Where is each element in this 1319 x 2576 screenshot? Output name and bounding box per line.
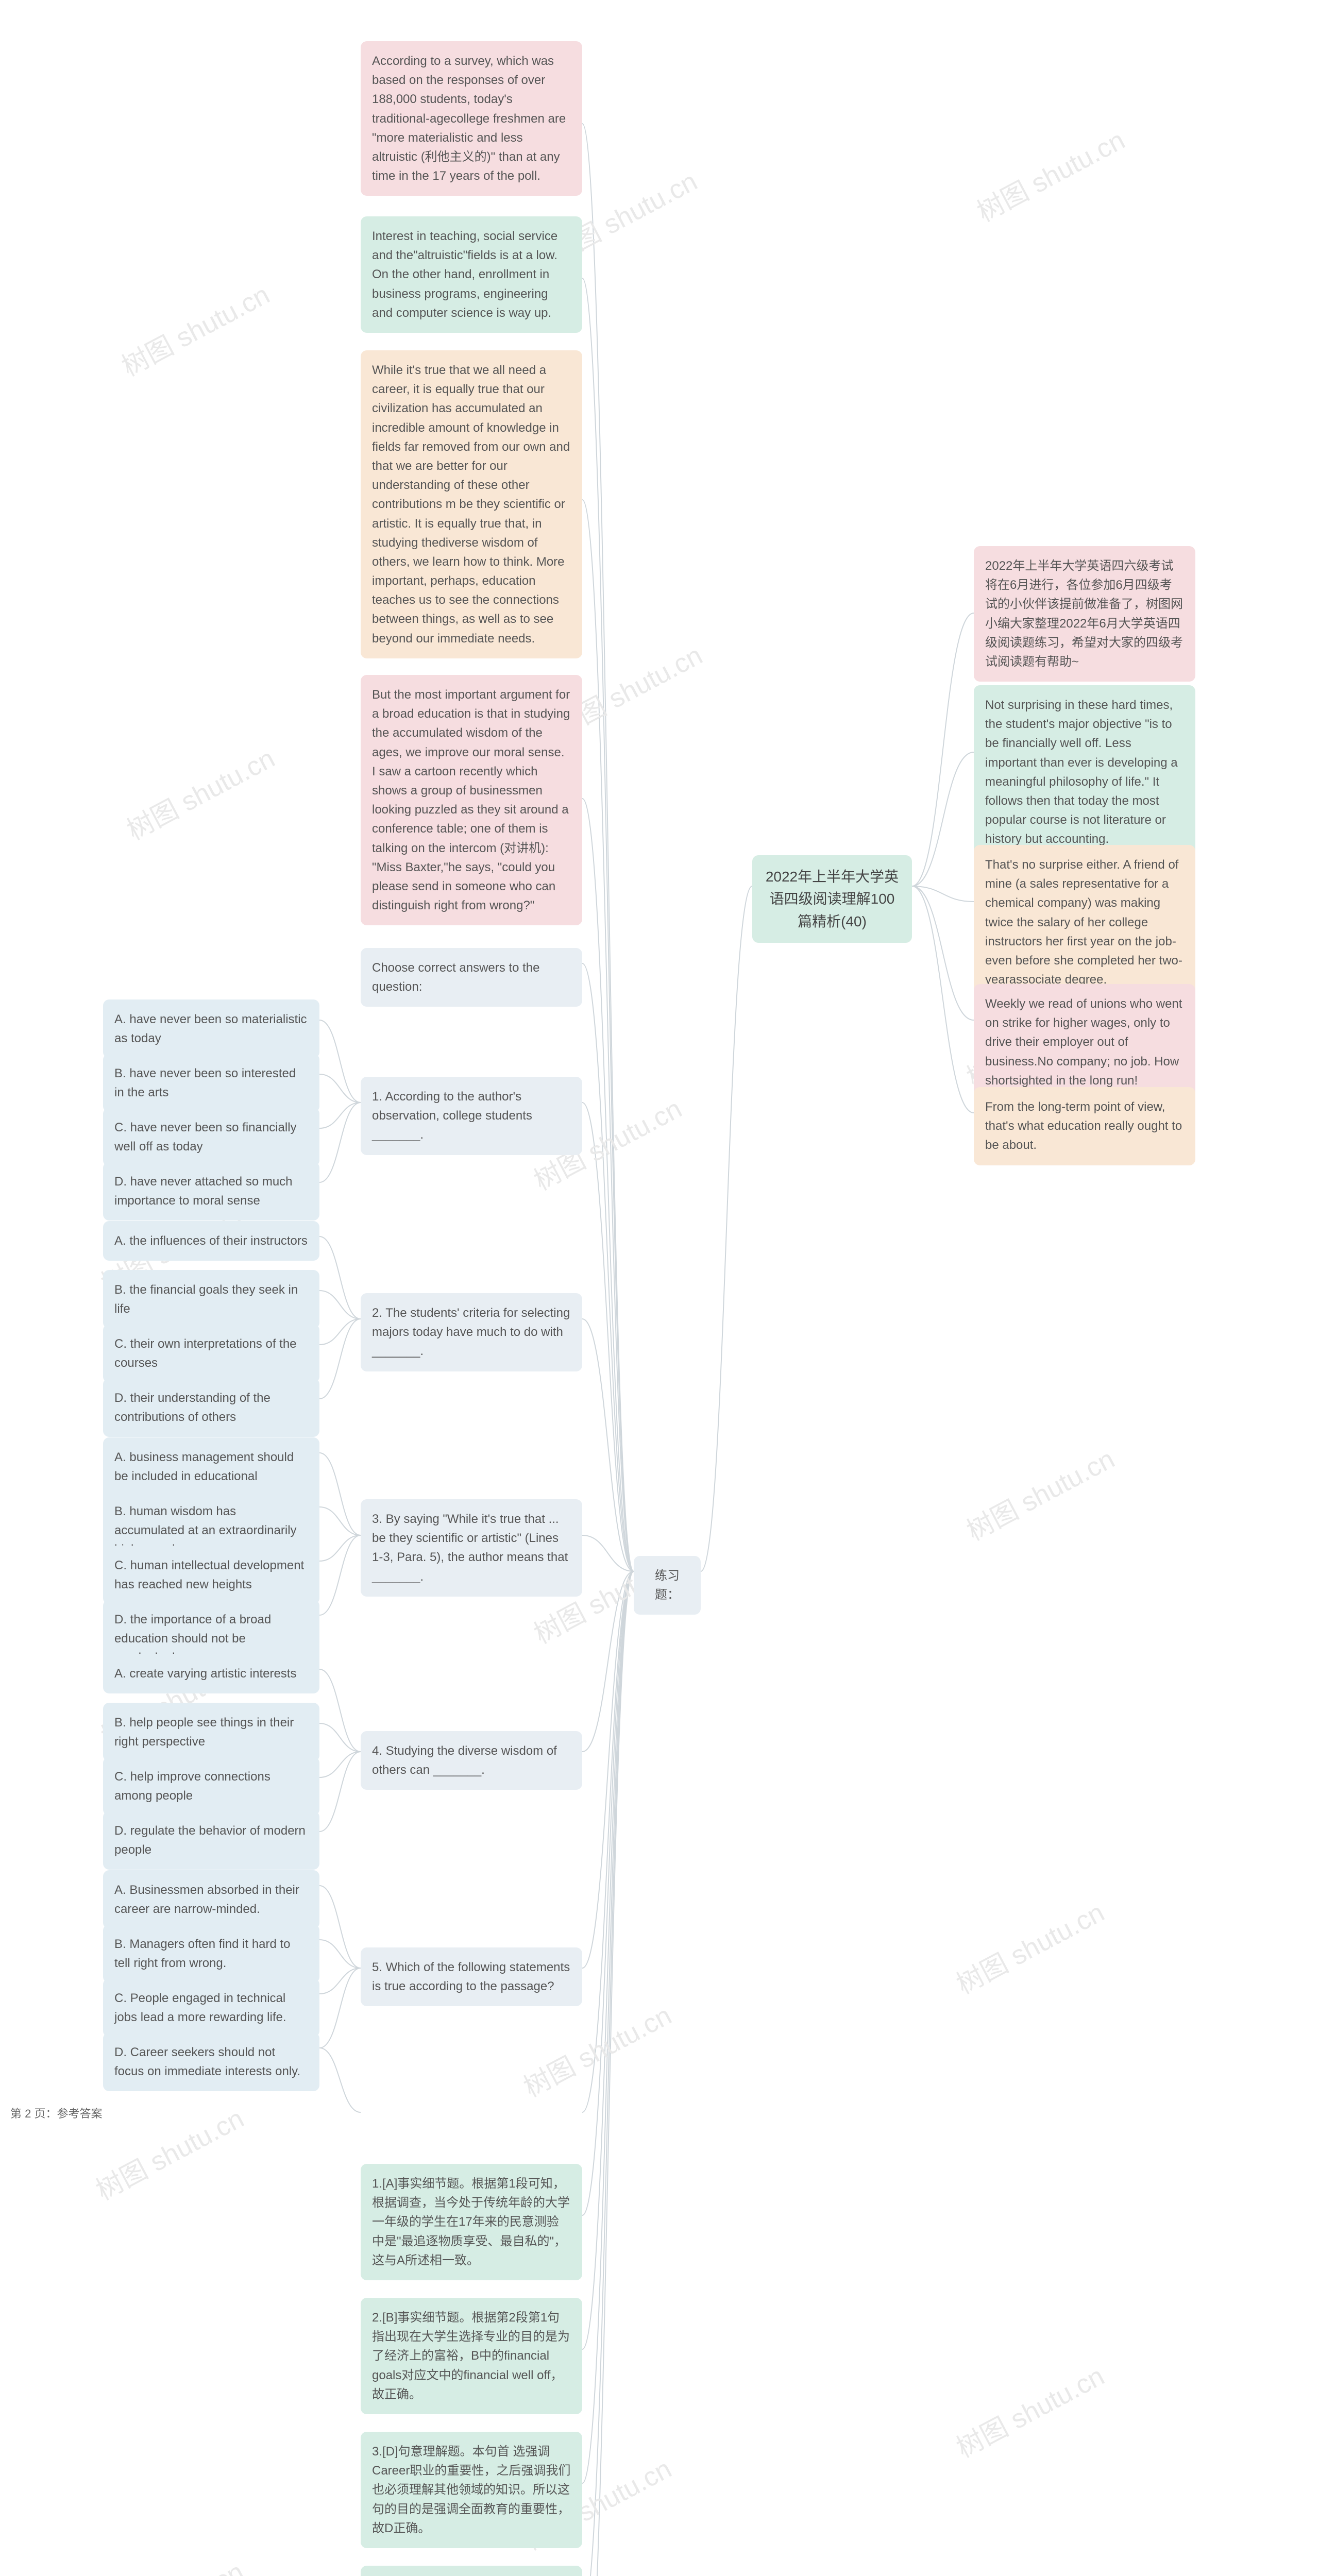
answers-page-label: 第 2 页：参考答案 bbox=[10, 2105, 102, 2121]
q4-opt-b: B. help people see things in their right… bbox=[103, 1703, 319, 1761]
watermark: 树图 shutu.cn bbox=[949, 2354, 1110, 2465]
q5-opt-d: D. Career seekers should not focus on im… bbox=[103, 2032, 319, 2091]
watermark: 树图 shutu.cn bbox=[114, 273, 275, 383]
q2-opt-b: B. the financial goals they seek in life bbox=[103, 1270, 319, 1329]
watermark: 树图 shutu.cn bbox=[88, 2550, 249, 2576]
watermark: 树图 shutu.cn bbox=[88, 2097, 249, 2207]
right-node-2: That's no surprise either. A friend of m… bbox=[974, 845, 1195, 999]
answer-1: 1.[A]事实细节题。根据第1段可知，根据调查，当今处于传统年龄的大学一年级的学… bbox=[361, 2164, 582, 2280]
passage-2: While it's true that we all need a caree… bbox=[361, 350, 582, 658]
q1-opt-d: D. have never attached so much importanc… bbox=[103, 1162, 319, 1221]
passage-1: Interest in teaching, social service and… bbox=[361, 216, 582, 333]
q5-stem: 5. Which of the following statements is … bbox=[361, 1947, 582, 2006]
q4-stem: 4. Studying the diverse wisdom of others… bbox=[361, 1731, 582, 1790]
right-node-1: Not surprising in these hard times, the … bbox=[974, 685, 1195, 859]
q5-opt-b: B. Managers often find it hard to tell r… bbox=[103, 1924, 319, 1983]
q5-opt-a: A. Businessmen absorbed in their career … bbox=[103, 1870, 319, 1929]
watermark: 树图 shutu.cn bbox=[516, 1994, 677, 2104]
q2-opt-c: C. their own interpretations of the cour… bbox=[103, 1324, 319, 1383]
passage-3: But the most important argument for a br… bbox=[361, 675, 582, 925]
q4-opt-c: C. help improve connections among people bbox=[103, 1757, 319, 1816]
watermark: 树图 shutu.cn bbox=[969, 118, 1130, 229]
answer-3: 3.[D]句意理解题。本句首 选强调Career职业的重要性，之后强调我们也必须… bbox=[361, 2432, 582, 2548]
answer-4: 4.[B]事实细节题。根据第5段第2句：同样值得重视的还有：学习他人的各种智慧时… bbox=[361, 2566, 582, 2576]
q4-opt-a: A. create varying artistic interests bbox=[103, 1654, 319, 1693]
q2-opt-a: A. the influences of their instructors bbox=[103, 1221, 319, 1261]
questions-header: Choose correct answers to the question: bbox=[361, 948, 582, 1007]
q1-opt-b: B. have never been so interested in the … bbox=[103, 1054, 319, 1112]
q5-opt-c: C. People engaged in technical jobs lead… bbox=[103, 1978, 319, 2037]
q4-opt-d: D. regulate the behavior of modern peopl… bbox=[103, 1811, 319, 1870]
q3-stem: 3. By saying "While it's true that ... b… bbox=[361, 1499, 582, 1597]
q1-opt-c: C. have never been so financially well o… bbox=[103, 1108, 319, 1166]
right-node-3: Weekly we read of unions who went on str… bbox=[974, 984, 1195, 1100]
exercise-hub: 练习题： bbox=[634, 1556, 701, 1615]
q3-opt-c: C. human intellectual development has re… bbox=[103, 1546, 319, 1604]
answer-2: 2.[B]事实细节题。根据第2段第1句指出现在大学生选择专业的目的是为了经济上的… bbox=[361, 2298, 582, 2414]
right-node-0: 2022年上半年大学英语四六级考试将在6月进行，各位参加6月四级考试的小伙伴该提… bbox=[974, 546, 1195, 682]
watermark: 树图 shutu.cn bbox=[119, 737, 280, 847]
passage-0: According to a survey, which was based o… bbox=[361, 41, 582, 196]
q1-opt-a: A. have never been so materialistic as t… bbox=[103, 999, 319, 1058]
q2-opt-d: D. their understanding of the contributi… bbox=[103, 1378, 319, 1437]
watermark: 树图 shutu.cn bbox=[959, 1437, 1120, 1548]
q1-stem: 1. According to the author's observation… bbox=[361, 1077, 582, 1155]
root-node: 2022年上半年大学英语四级阅读理解100篇精析(40) bbox=[752, 855, 912, 943]
q2-stem: 2. The students' criteria for selecting … bbox=[361, 1293, 582, 1371]
right-node-4: From the long-term point of view, that's… bbox=[974, 1087, 1195, 1165]
watermark: 树图 shutu.cn bbox=[949, 1891, 1110, 2001]
